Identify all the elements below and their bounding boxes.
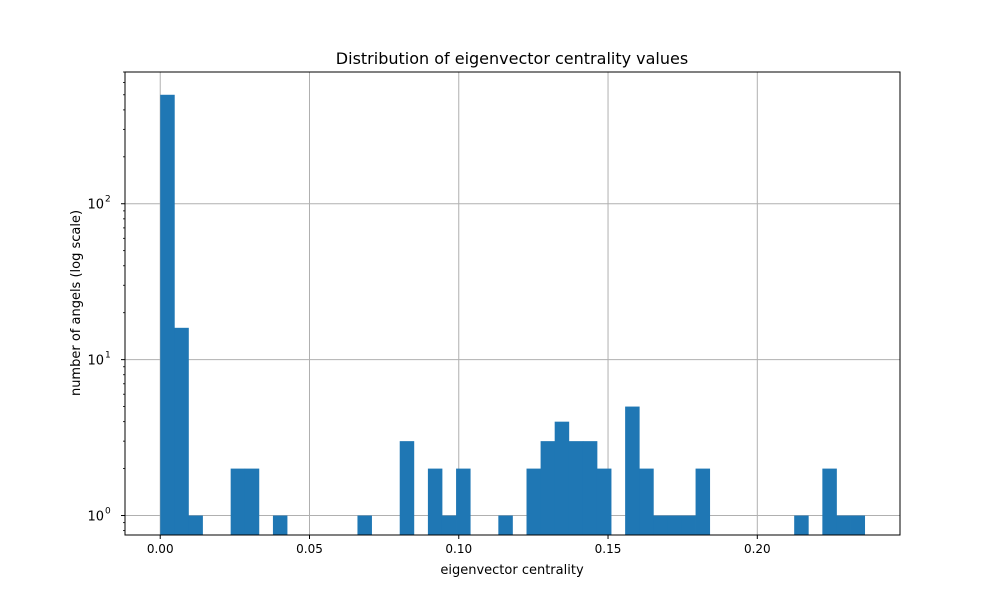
histogram-bar (667, 515, 682, 535)
histogram-bar (836, 515, 851, 535)
histogram-bar (272, 515, 288, 535)
histogram-bar (399, 441, 415, 535)
histogram-bar (498, 515, 513, 535)
histogram-bar (794, 515, 809, 535)
histogram-bar (357, 515, 372, 535)
x-tick-label: 0.20 (744, 542, 771, 556)
x-axis-ticks: 0.00 0.05 0.10 0.15 0.20 (147, 535, 771, 556)
y-axis-label: number of angels (log scale) (69, 210, 84, 396)
histogram-bar (850, 515, 866, 535)
histogram-bar (160, 94, 175, 536)
histogram-bars (160, 94, 866, 536)
histogram-bar (625, 406, 640, 535)
chart-title: Distribution of eigenvector centrality v… (336, 49, 688, 68)
histogram-bar (653, 515, 668, 535)
histogram-bar (427, 468, 443, 535)
histogram-bar (639, 468, 654, 535)
x-tick-label: 0.10 (445, 542, 472, 556)
histogram-bar (695, 468, 711, 535)
histogram-bar (441, 515, 457, 535)
x-tick-label: 0.00 (147, 542, 174, 556)
y-tick-label: 10 (87, 198, 104, 213)
x-tick-label: 0.15 (595, 542, 622, 556)
y-tick-exponent: 0 (105, 507, 111, 517)
histogram-bar (188, 515, 203, 535)
x-tick-label: 0.05 (296, 542, 323, 556)
histogram-bar (540, 441, 556, 535)
histogram-bar (456, 468, 471, 535)
histogram-bar (568, 441, 584, 535)
histogram-bar (230, 468, 246, 535)
histogram-bar (174, 327, 189, 535)
y-tick-label: 10 (87, 354, 104, 369)
histogram-bar (822, 468, 837, 535)
y-tick-exponent: 1 (105, 351, 111, 361)
histogram-bar (554, 421, 570, 535)
plot-frame (124, 71, 901, 536)
histogram-bar (244, 468, 260, 535)
histogram-bar (526, 468, 542, 535)
histogram-bar (596, 468, 612, 535)
histogram-bar (681, 515, 696, 535)
y-tick-exponent: 2 (105, 195, 111, 205)
x-axis-label: eigenvector centrality (440, 563, 584, 578)
y-tick-label: 10 (87, 510, 104, 525)
histogram-bar (582, 441, 598, 535)
